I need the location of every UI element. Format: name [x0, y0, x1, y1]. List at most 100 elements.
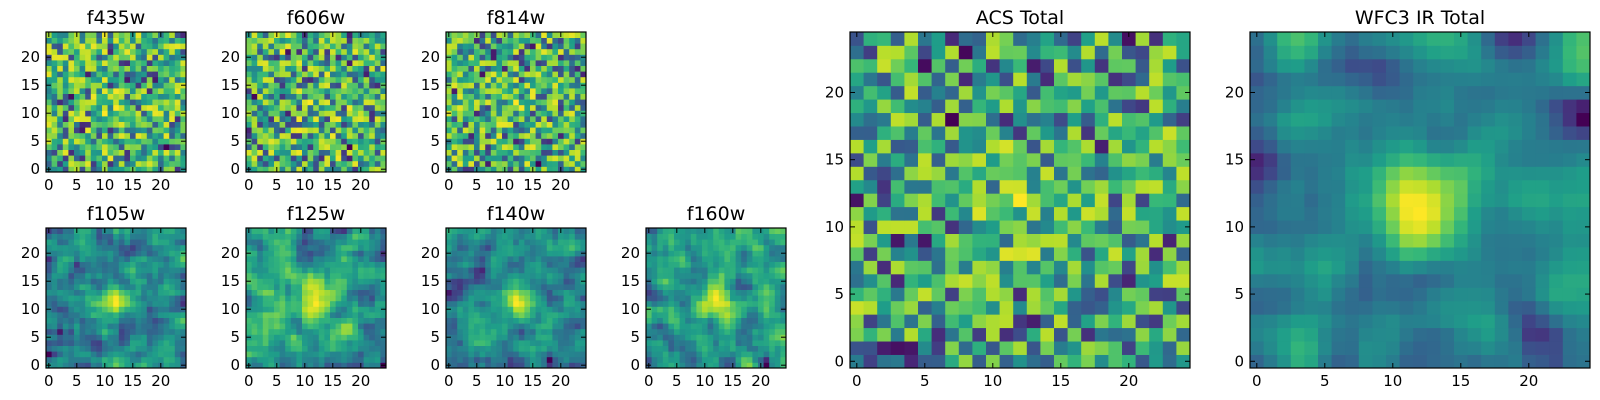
heatmap-cell [479, 43, 486, 50]
heatmap-cell [107, 104, 114, 111]
heatmap-cell [1067, 354, 1082, 369]
heatmap-cell [335, 244, 342, 251]
heatmap-cell [507, 155, 514, 162]
heatmap-cell [668, 345, 675, 352]
heatmap-cell [758, 306, 764, 313]
heatmap-cell [262, 306, 269, 313]
heatmap-cell [85, 121, 92, 128]
heatmap-cell [57, 60, 64, 66]
heatmap-cell [169, 244, 176, 251]
heatmap-cell [68, 306, 75, 313]
heatmap-cell [57, 93, 64, 100]
heatmap-cell [152, 99, 159, 106]
heatmap-cell [313, 233, 320, 240]
heatmap-cell [524, 261, 531, 268]
heatmap-cell [74, 323, 80, 330]
heatmap-cell [246, 88, 252, 94]
heatmap-cell [302, 256, 308, 262]
heatmap-cell [702, 284, 708, 290]
heatmap-cell [502, 334, 508, 341]
heatmap-cell [302, 323, 308, 330]
heatmap-cell [707, 272, 714, 279]
heatmap-cells [46, 228, 187, 369]
heatmap-cell [931, 287, 946, 302]
heatmap-cell [507, 244, 514, 251]
heatmap-cell [74, 340, 80, 346]
heatmap-cell [468, 312, 475, 318]
heatmap-cell [279, 267, 286, 274]
y-tick-label: 20 [221, 48, 240, 66]
heatmap-cell [68, 88, 75, 94]
heatmap-cell [135, 37, 142, 44]
heatmap-cell [324, 76, 331, 83]
heatmap-cell [90, 43, 97, 50]
heatmap-cell [262, 278, 269, 285]
heatmap-cell [341, 267, 348, 274]
heatmap-cell [113, 272, 120, 279]
heatmap-cell [152, 76, 159, 83]
heatmap-cell [318, 295, 325, 302]
heatmap-cell [130, 278, 136, 285]
heatmap-cell [51, 65, 58, 72]
heatmap-cell [541, 65, 548, 72]
heatmap-cell [574, 116, 581, 122]
heatmap-cell [46, 71, 52, 78]
heatmap-cell [330, 60, 336, 66]
heatmap-cell [507, 88, 514, 94]
heatmap-cell [79, 362, 86, 369]
heatmap-cell [174, 351, 181, 358]
heatmap-cell [690, 278, 697, 285]
heatmap-cell [530, 351, 536, 358]
heatmap-cell [863, 354, 878, 369]
heatmap-cell [62, 250, 69, 257]
heatmap-cell [552, 306, 559, 313]
heatmap-cell [541, 323, 548, 330]
heatmap-cell [1040, 327, 1055, 342]
heatmap-cell [1054, 220, 1068, 234]
heatmap-cell [369, 345, 376, 352]
heatmap-cell [141, 155, 148, 162]
heatmap-cell [496, 82, 503, 89]
heatmap-cell [563, 300, 570, 307]
heatmap-cell [46, 88, 52, 94]
heatmap-cell [541, 144, 548, 150]
heatmap-cell [752, 317, 759, 324]
heatmap-cell [541, 261, 548, 268]
heatmap-cell [451, 88, 458, 94]
heatmap-cell [174, 295, 181, 302]
heatmap-cell [490, 261, 497, 268]
heatmap-cell [358, 328, 364, 335]
heatmap-cell [290, 340, 297, 346]
heatmap-cell [741, 345, 748, 352]
heatmap-cell [141, 166, 148, 173]
heatmap-cell [102, 121, 108, 128]
heatmap-cell [485, 32, 492, 38]
heatmap-cell [285, 110, 292, 117]
heatmap-cell [324, 306, 331, 313]
heatmap-cell [113, 334, 120, 341]
heatmap-cell [945, 166, 960, 181]
heatmap-cell [718, 340, 725, 346]
heatmap-cell [530, 300, 536, 307]
heatmap-cell [490, 116, 497, 122]
heatmap-cell [646, 244, 652, 251]
heatmap-cell [163, 267, 170, 274]
heatmap-cell [169, 334, 176, 341]
heatmap-cell [74, 116, 80, 122]
heatmap-cell [674, 300, 680, 307]
heatmap-cell [569, 323, 576, 330]
heatmap-cell [324, 43, 331, 50]
heatmap-cell [330, 289, 336, 296]
heatmap-cell [558, 334, 564, 341]
heatmap-cell [313, 160, 320, 167]
heatmap-cell [569, 239, 576, 246]
heatmap-cell [513, 144, 520, 150]
heatmap-cell [535, 121, 542, 128]
heatmap-cell [85, 261, 92, 268]
heatmap-cell [552, 144, 559, 150]
heatmap-cell [135, 334, 142, 341]
heatmap-cell [262, 166, 269, 173]
heatmap-cell [1094, 314, 1109, 329]
heatmap-cell [79, 306, 86, 313]
heatmap-cell [90, 76, 97, 83]
